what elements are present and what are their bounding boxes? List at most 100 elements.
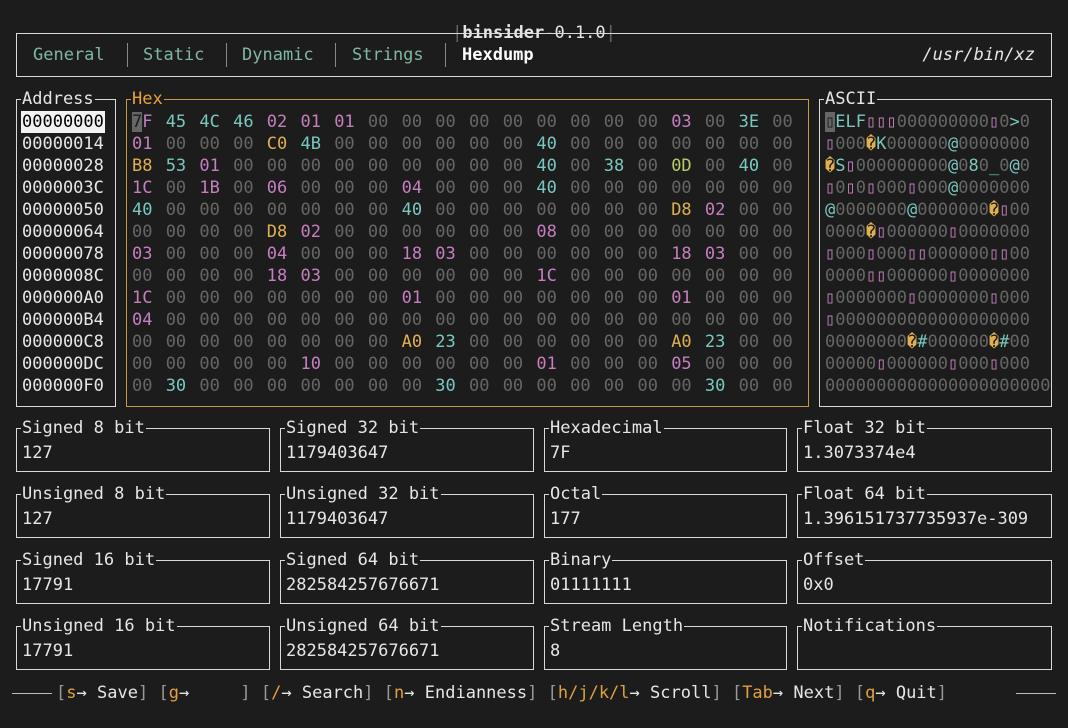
hex-byte[interactable]: 10 [300,354,321,374]
hex-byte[interactable]: 00 [738,244,760,264]
hex-byte[interactable]: 00 [502,288,524,308]
hex-byte[interactable]: 00 [772,354,793,374]
hex-byte[interactable]: 30 [165,376,187,396]
hex-byte[interactable]: 00 [199,244,220,264]
hex-byte[interactable]: 00 [570,222,591,242]
hex-byte[interactable]: 00 [671,178,692,198]
hex-byte[interactable]: 00 [536,244,557,264]
hex-byte[interactable]: 00 [266,354,288,374]
hex-byte[interactable]: 00 [165,244,187,264]
hex-byte[interactable]: 00 [334,376,355,396]
hex-byte[interactable]: 00 [165,222,187,242]
hex-byte[interactable]: 00 [772,178,793,198]
hex-byte[interactable]: 3E [738,112,760,132]
hex-byte[interactable]: 00 [469,156,490,176]
hex-byte[interactable]: 00 [469,200,490,220]
hex-byte[interactable]: 00 [704,178,726,198]
hex-byte[interactable]: 00 [435,266,456,286]
hex-byte[interactable]: 00 [132,332,153,352]
hex-byte[interactable]: 00 [367,156,389,176]
hex-byte[interactable]: 00 [334,310,355,330]
hex-byte[interactable]: 00 [738,200,760,220]
hex-byte[interactable]: 1B [199,178,220,198]
hex-byte[interactable]: 00 [266,310,288,330]
ascii-row[interactable]: ▯000▯000▯▯000000▯▯00 [825,244,1030,264]
hex-byte[interactable]: 04 [266,244,288,264]
hex-byte[interactable]: 00 [502,310,524,330]
address-pane[interactable]: Address 00000000 00000014 00000028 0000003C… [16,88,116,407]
hex-byte[interactable]: 00 [300,332,321,352]
hex-byte[interactable]: 05 [671,354,692,374]
hex-byte[interactable]: 00 [704,222,726,242]
hex-byte[interactable]: 00 [233,288,254,308]
hex-byte[interactable]: 30 [435,376,456,396]
hex-byte[interactable]: 00 [233,266,254,286]
hex-byte[interactable]: 18 [401,244,423,264]
hex-byte[interactable]: 00 [132,354,153,374]
hex-byte[interactable]: 00 [300,288,321,308]
hex-byte[interactable]: 00 [233,200,254,220]
hex-byte[interactable]: 00 [603,178,625,198]
address-row[interactable]: 00000000 [21,111,105,133]
hex-byte[interactable]: 00 [738,288,760,308]
hex-byte[interactable]: 02 [266,112,288,132]
hex-byte[interactable]: 00 [536,376,557,396]
hex-byte[interactable]: 00 [536,332,557,352]
hex-byte[interactable]: 00 [199,134,220,154]
hex-byte[interactable]: 00 [165,200,187,220]
hex-byte[interactable]: 02 [704,200,726,220]
address-row[interactable]: 00000050 [22,200,104,220]
hex-byte[interactable]: 00 [233,332,254,352]
hex-byte[interactable]: 00 [738,178,760,198]
hex-byte[interactable]: 00 [502,376,524,396]
hex-byte[interactable]: 00 [334,354,355,374]
hex-byte[interactable]: 00 [469,266,490,286]
hex-byte[interactable]: 00 [165,332,187,352]
hex-byte[interactable]: 00 [401,156,423,176]
hex-byte[interactable]: 00 [738,332,760,352]
hex-byte[interactable]: 23 [704,332,726,352]
hex-byte[interactable]: 00 [738,134,760,154]
hex-byte[interactable]: 18 [266,266,288,286]
hex-byte[interactable]: 00 [570,310,591,330]
hex-byte[interactable]: 00 [165,354,187,374]
tab-general[interactable]: General [33,45,105,65]
hex-byte[interactable]: 00 [367,310,389,330]
hex-byte[interactable]: 00 [401,354,423,374]
address-row[interactable]: 000000C8 [22,332,104,352]
hex-byte[interactable]: 03 [435,244,456,264]
hex-byte[interactable]: 01 [671,288,692,308]
hex-byte[interactable]: 00 [367,332,389,352]
hex-byte[interactable]: 1C [132,288,153,308]
hex-byte[interactable]: 00 [199,222,220,242]
hex-byte[interactable]: 02 [300,222,321,242]
hex-byte[interactable]: 46 [233,112,254,132]
hex-byte[interactable]: 00 [772,332,793,352]
ascii-row[interactable]: 00000000�#000000�#00 [825,332,1030,352]
hex-byte[interactable]: 00 [772,134,793,154]
hex-byte[interactable]: 00 [536,310,557,330]
hex-byte[interactable]: 00 [233,134,254,154]
hex-byte[interactable]: 00 [233,244,254,264]
address-row[interactable]: 00000014 [22,134,104,154]
hex-byte[interactable]: 00 [300,376,321,396]
hex-byte[interactable]: 00 [401,310,423,330]
hex-byte[interactable]: 00 [435,310,456,330]
hex-byte[interactable]: 00 [603,134,625,154]
hex-byte[interactable]: 00 [367,266,389,286]
hex-byte[interactable]: 00 [367,134,389,154]
hex-byte[interactable]: 00 [300,178,321,198]
hex-byte[interactable]: 00 [570,266,591,286]
hex-byte[interactable]: 00 [367,244,389,264]
hex-byte[interactable]: 04 [401,178,423,198]
hex-byte[interactable]: 00 [536,112,557,132]
hex-byte[interactable]: 00 [334,244,355,264]
hex-byte[interactable]: 00 [603,332,625,352]
address-row[interactable]: 000000A0 [22,288,104,308]
hex-byte[interactable]: 00 [671,134,692,154]
hex-byte[interactable]: 00 [704,288,726,308]
hex-byte[interactable]: 00 [603,200,625,220]
hex-byte[interactable]: 00 [704,266,726,286]
hex-byte[interactable]: 00 [334,178,355,198]
hex-byte[interactable]: 40 [738,156,760,176]
